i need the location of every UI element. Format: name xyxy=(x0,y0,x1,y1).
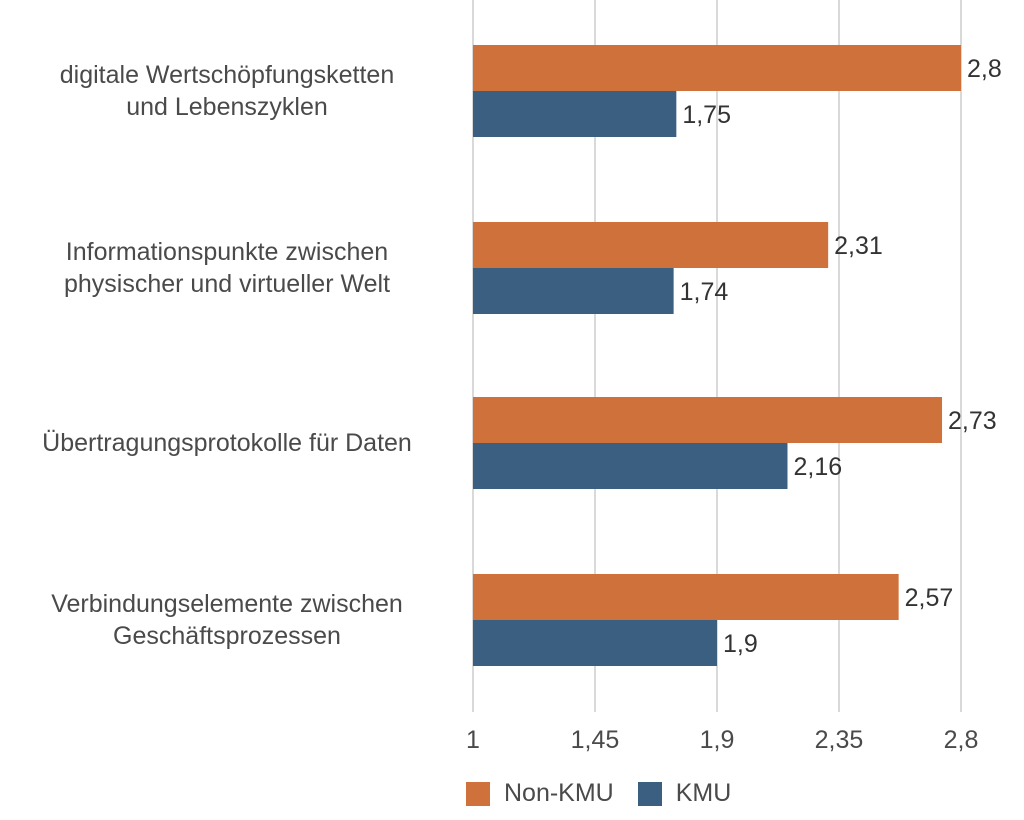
x-tick-label: 2,35 xyxy=(815,726,864,754)
legend-label-kmu: KMU xyxy=(675,779,732,807)
bar-non-kmu xyxy=(473,45,961,91)
category-label-line: Verbindungselemente zwischen xyxy=(51,590,403,618)
category-label: Informationspunkte zwischen physischer un… xyxy=(12,236,442,300)
bar-kmu xyxy=(473,443,788,489)
data-label: 1,74 xyxy=(680,278,729,306)
bar-non-kmu xyxy=(473,397,943,443)
bar-kmu xyxy=(473,91,677,137)
category-label-line: Übertragungsprotokolle für Daten xyxy=(42,429,412,457)
bar-non-kmu xyxy=(473,574,899,620)
bar-kmu xyxy=(473,268,674,314)
data-label: 2,31 xyxy=(834,232,883,260)
bar-non-kmu xyxy=(473,222,829,268)
legend-item-non-kmu: Non-KMU xyxy=(466,779,614,808)
category-label-line: Geschäftsprozessen xyxy=(113,622,341,650)
x-tick-label: 1,45 xyxy=(571,726,620,754)
x-tick-label: 1 xyxy=(466,726,480,754)
category-label: digitale Wertschöpfungsketten und Lebensz… xyxy=(12,59,442,123)
x-tick-label: 1,9 xyxy=(700,726,735,754)
data-label: 2,16 xyxy=(793,453,842,481)
category-label-line: Informationspunkte zwischen xyxy=(65,238,389,266)
data-label: 1,9 xyxy=(723,630,758,658)
category-label-line: physischer und virtueller Welt xyxy=(63,270,391,298)
data-label: 1,75 xyxy=(682,101,731,129)
bar-kmu xyxy=(473,620,717,666)
legend-item-kmu: KMU xyxy=(637,779,732,808)
legend-swatch-non-kmu xyxy=(466,781,490,806)
category-label-line: und Lebenszyklen xyxy=(126,93,328,121)
data-label: 2,8 xyxy=(967,55,1002,83)
legend: Non-KMU KMU xyxy=(466,779,755,808)
x-tick-label: 2,8 xyxy=(944,726,979,754)
data-label: 2,57 xyxy=(905,584,954,612)
category-label: Verbindungselemente zwischen Geschäftspro… xyxy=(12,588,442,652)
data-label: 2,73 xyxy=(948,407,997,435)
category-label: Übertragungsprotokolle für Daten xyxy=(12,427,442,459)
legend-label-non-kmu: Non-KMU xyxy=(504,779,614,807)
legend-swatch-kmu xyxy=(637,781,662,806)
category-label-line: digitale Wertschöpfungsketten xyxy=(59,61,395,89)
